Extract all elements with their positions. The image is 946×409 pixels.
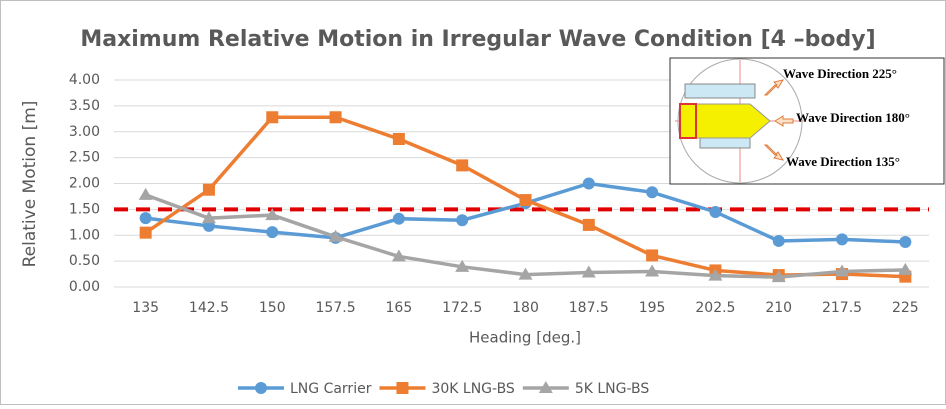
y-axis-label: Relative Motion [m] bbox=[20, 101, 40, 268]
y-tick-label: 4.00 bbox=[69, 72, 100, 88]
marker bbox=[140, 227, 152, 239]
chart: Maximum Relative Motion in Irregular Wav… bbox=[0, 0, 946, 405]
marker bbox=[255, 382, 267, 394]
marker bbox=[456, 214, 468, 226]
marker bbox=[520, 194, 532, 206]
x-tick-label: 142.5 bbox=[189, 300, 229, 316]
x-tick-label: 150 bbox=[259, 300, 286, 316]
inset-vessel bbox=[685, 84, 755, 98]
inset-ship bbox=[680, 104, 770, 138]
x-tick-label: 225 bbox=[892, 300, 919, 316]
marker bbox=[709, 206, 721, 218]
marker bbox=[583, 178, 595, 190]
marker bbox=[646, 186, 658, 198]
marker bbox=[140, 212, 152, 224]
y-tick-label: 2.50 bbox=[69, 150, 100, 166]
marker bbox=[266, 111, 278, 123]
marker bbox=[646, 249, 658, 261]
x-tick-label: 180 bbox=[512, 300, 539, 316]
marker bbox=[393, 213, 405, 225]
legend-label: 5K LNG-BS bbox=[575, 381, 650, 397]
annotation: Wave Direction 135° bbox=[786, 154, 900, 169]
inset-diagram: Wave Direction 225° Wave Direction 180° … bbox=[670, 58, 944, 184]
x-tick-label: 195 bbox=[639, 300, 666, 316]
legend-label: LNG Carrier bbox=[290, 381, 372, 397]
y-tick-label: 0.00 bbox=[69, 279, 100, 295]
marker bbox=[899, 236, 911, 248]
y-tick-label: 2.00 bbox=[69, 176, 100, 192]
marker bbox=[836, 233, 848, 245]
x-tick-label: 135 bbox=[132, 300, 159, 316]
inset-vessel bbox=[700, 138, 750, 148]
marker bbox=[393, 133, 405, 145]
y-tick-label: 3.00 bbox=[69, 124, 100, 140]
y-tick-label: 1.00 bbox=[69, 227, 100, 243]
x-axis-label: Heading [deg.] bbox=[469, 329, 581, 347]
x-tick-label: 157.5 bbox=[316, 300, 356, 316]
x-tick-label: 217.5 bbox=[822, 300, 862, 316]
y-tick-label: 1.50 bbox=[69, 201, 100, 217]
chart-title: Maximum Relative Motion in Irregular Wav… bbox=[80, 27, 875, 52]
annotation: Wave Direction 180° bbox=[796, 110, 910, 125]
x-tick-label: 172.5 bbox=[442, 300, 482, 316]
marker bbox=[330, 111, 342, 123]
x-tick-label: 165 bbox=[386, 300, 413, 316]
x-tick-label: 187.5 bbox=[569, 300, 609, 316]
marker bbox=[203, 184, 215, 196]
annotation: Wave Direction 225° bbox=[783, 66, 897, 81]
x-tick-label: 210 bbox=[765, 300, 792, 316]
marker bbox=[396, 382, 408, 394]
marker bbox=[773, 235, 785, 247]
marker bbox=[456, 159, 468, 171]
y-tick-label: 3.50 bbox=[69, 98, 100, 114]
legend-label: 30K LNG-BS bbox=[431, 381, 514, 397]
marker bbox=[583, 219, 595, 231]
x-tick-label: 202.5 bbox=[695, 300, 735, 316]
y-tick-label: 0.50 bbox=[69, 253, 100, 269]
marker bbox=[266, 226, 278, 238]
